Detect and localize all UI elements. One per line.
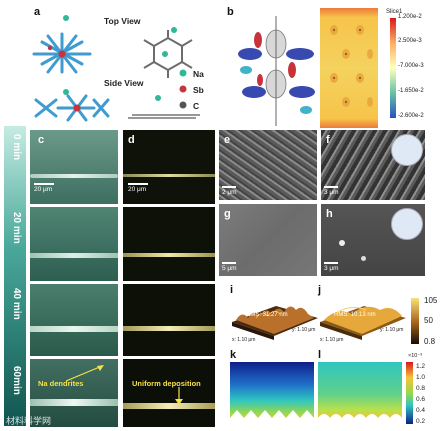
panel-label-h: h xyxy=(326,208,333,220)
kl-colorbar-exponent: ×10⁻³ xyxy=(408,353,423,359)
time-label-40: 40 min xyxy=(11,288,22,320)
panel-label-f: f xyxy=(326,134,330,146)
sem-image-h xyxy=(321,204,425,276)
sem-image-f xyxy=(321,130,425,200)
panel-label-i: i xyxy=(230,284,234,296)
inset-h xyxy=(391,208,423,240)
panel-c-40min xyxy=(30,284,118,356)
afm-surface-i xyxy=(232,306,318,340)
sem-image-g xyxy=(219,204,317,276)
kl-tick-5: 0.2 xyxy=(416,418,426,425)
panel-d-40min xyxy=(123,284,215,356)
panel-c-20min xyxy=(30,207,118,281)
scale-text-g: 5 μm xyxy=(222,265,237,272)
simulation-l xyxy=(318,362,402,426)
crystal-structure-illustration xyxy=(32,15,200,122)
scale-text-e: 2 μm xyxy=(222,189,237,196)
scalebar-h xyxy=(324,262,338,264)
panel-c-0min xyxy=(30,130,118,204)
time-label-20: 20 min xyxy=(11,212,22,244)
kl-tick-1: 1.0 xyxy=(416,374,426,381)
afm-surface-j xyxy=(320,306,406,340)
afm-tick-mid: 50 xyxy=(424,316,433,325)
scalebar-e xyxy=(222,186,236,188)
timeline-bar xyxy=(4,126,26,426)
legend-label-sb: Sb xyxy=(193,85,204,95)
panel-c-60min xyxy=(30,359,118,427)
panel-label-e: e xyxy=(224,134,231,146)
afm-j-y-axis: y: 1.10 μm xyxy=(380,327,404,333)
scale-text-d: 20 μm xyxy=(128,186,147,193)
slice-tick-4: -2.600e-2 xyxy=(398,113,424,119)
afm-j-x-axis: x: 1.10 μm xyxy=(320,337,344,343)
panel-d-60min xyxy=(123,359,215,427)
rms-i: RMS: 31.27 nm xyxy=(246,312,288,318)
scale-text-c: 20 μm xyxy=(34,186,53,193)
slice-tick-2: -7.000e-3 xyxy=(398,63,424,69)
slice-tick-1: 2.500e-3 xyxy=(398,38,422,44)
panel-d-0min xyxy=(123,130,215,204)
time-label-60: 60min xyxy=(11,366,22,395)
panel-label-l: l xyxy=(318,349,322,361)
kl-tick-2: 0.8 xyxy=(416,385,426,392)
side-view-title: Side View xyxy=(104,78,144,88)
annotation-na-dendrites: Na dendrites xyxy=(38,379,84,388)
annotation-uniform-deposition: Uniform deposition xyxy=(132,379,201,388)
top-view-title: Top View xyxy=(104,16,141,26)
charge-density-illustration xyxy=(236,14,318,126)
scale-text-h: 3 μm xyxy=(324,265,339,272)
scalebar-d xyxy=(128,183,148,185)
arrow-uniform-deposition xyxy=(175,387,183,405)
arrow-na-dendrites xyxy=(65,365,104,382)
panel-d-20min xyxy=(123,207,215,281)
kl-tick-0: 1.2 xyxy=(416,363,426,370)
panel-label-b: b xyxy=(227,6,234,18)
scalebar-c xyxy=(34,183,54,185)
watermark: 材料科学网 xyxy=(6,416,52,426)
panel-label-j: j xyxy=(318,284,322,296)
panel-label-d: d xyxy=(128,134,135,146)
scale-text-f: 3 μm xyxy=(324,189,339,196)
atom-legend-dots xyxy=(179,69,187,109)
legend-label-na: Na xyxy=(193,69,204,79)
slice-tick-3: -1.650e-2 xyxy=(398,88,424,94)
kl-tick-4: 0.4 xyxy=(416,407,426,414)
scalebar-g xyxy=(222,262,236,264)
scalebar-f xyxy=(324,186,338,188)
slice-heatmap xyxy=(320,8,378,128)
panel-label-c: c xyxy=(38,134,45,146)
time-label-0: 0 min xyxy=(11,134,22,161)
panel-label-g: g xyxy=(224,208,231,220)
sem-image-e xyxy=(219,130,317,200)
afm-i-x-axis: x: 1.10 μm xyxy=(232,337,256,343)
slice-tick-0: 1.200e-2 xyxy=(398,14,422,20)
afm-tick-max: 105 xyxy=(424,296,438,305)
kl-tick-3: 0.6 xyxy=(416,396,426,403)
simulation-k xyxy=(230,362,314,426)
panel-label-a: a xyxy=(34,6,41,18)
afm-tick-min: 0.8 xyxy=(424,337,436,346)
kl-colorbar xyxy=(406,362,413,424)
afm-colorbar xyxy=(411,298,419,344)
panel-label-k: k xyxy=(230,349,237,361)
legend-label-c: C xyxy=(193,101,200,111)
slice-colorbar xyxy=(390,18,396,118)
rms-j: RMS: 10.13 nm xyxy=(334,312,376,318)
afm-i-y-axis: y: 1.10 μm xyxy=(292,327,316,333)
inset-f xyxy=(391,134,423,166)
colorbar-title: Slice1 xyxy=(386,9,403,15)
